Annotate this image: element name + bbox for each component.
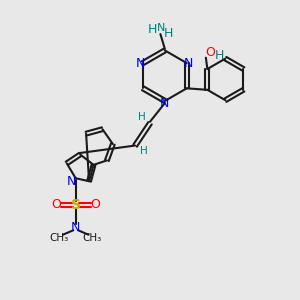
Text: H: H (214, 49, 224, 62)
Text: CH₃: CH₃ (82, 233, 102, 243)
Text: O: O (51, 199, 61, 212)
Text: N: N (136, 57, 146, 70)
Text: N: N (71, 221, 80, 234)
Text: O: O (205, 46, 215, 59)
Text: H: H (164, 27, 173, 40)
Text: N: N (160, 97, 170, 110)
Text: H: H (147, 23, 157, 36)
Text: N: N (67, 175, 76, 188)
Text: S: S (71, 198, 81, 212)
Text: N: N (184, 57, 194, 70)
Text: H: H (138, 112, 146, 122)
Text: H: H (140, 146, 147, 157)
Text: CH₃: CH₃ (50, 233, 69, 243)
Text: O: O (90, 199, 100, 212)
Text: N: N (157, 22, 165, 32)
